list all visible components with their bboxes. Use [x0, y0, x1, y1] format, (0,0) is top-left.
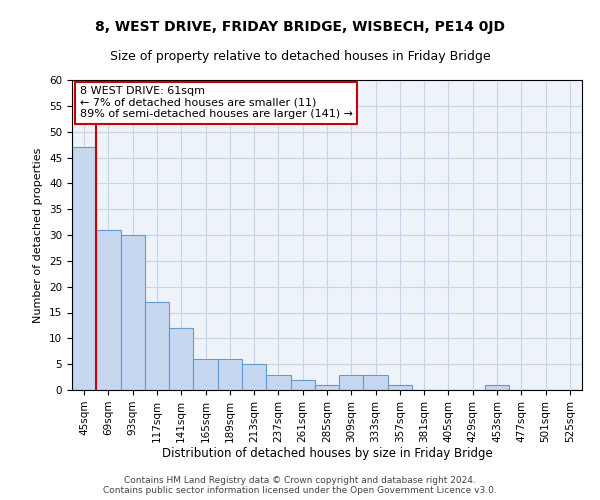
- Bar: [290, 380, 315, 390]
- Bar: [266, 374, 290, 390]
- Bar: [193, 359, 218, 390]
- Bar: [218, 359, 242, 390]
- Bar: [121, 235, 145, 390]
- Bar: [485, 385, 509, 390]
- Bar: [242, 364, 266, 390]
- Text: 8 WEST DRIVE: 61sqm
← 7% of detached houses are smaller (11)
89% of semi-detache: 8 WEST DRIVE: 61sqm ← 7% of detached hou…: [80, 86, 353, 120]
- Bar: [72, 147, 96, 390]
- Text: Contains HM Land Registry data © Crown copyright and database right 2024.
Contai: Contains HM Land Registry data © Crown c…: [103, 476, 497, 495]
- Bar: [145, 302, 169, 390]
- Bar: [339, 374, 364, 390]
- Text: 8, WEST DRIVE, FRIDAY BRIDGE, WISBECH, PE14 0JD: 8, WEST DRIVE, FRIDAY BRIDGE, WISBECH, P…: [95, 20, 505, 34]
- Bar: [364, 374, 388, 390]
- Bar: [388, 385, 412, 390]
- Bar: [315, 385, 339, 390]
- X-axis label: Distribution of detached houses by size in Friday Bridge: Distribution of detached houses by size …: [161, 448, 493, 460]
- Bar: [96, 230, 121, 390]
- Text: Size of property relative to detached houses in Friday Bridge: Size of property relative to detached ho…: [110, 50, 490, 63]
- Y-axis label: Number of detached properties: Number of detached properties: [34, 148, 43, 322]
- Bar: [169, 328, 193, 390]
